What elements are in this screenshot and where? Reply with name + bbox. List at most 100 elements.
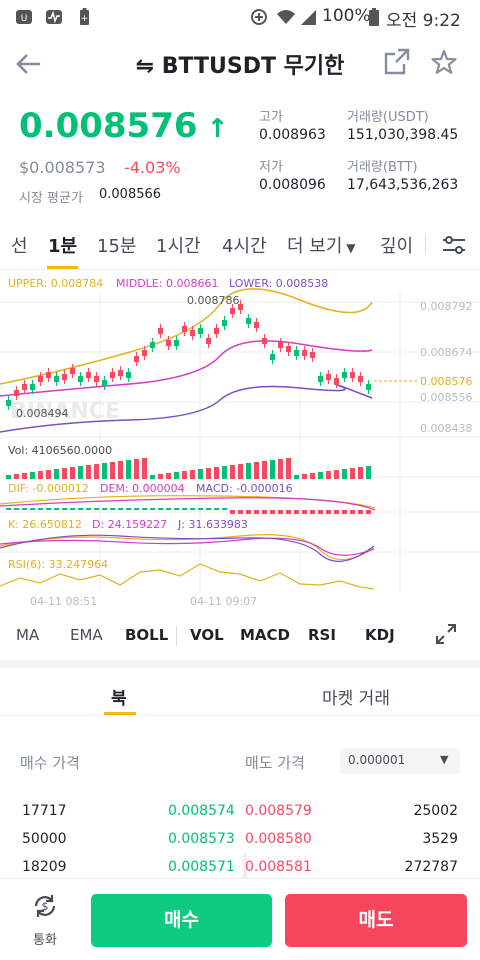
y-axis-label: 0.008556 xyxy=(420,391,473,404)
volume-bar xyxy=(22,473,27,479)
volume-bar xyxy=(350,468,355,479)
indicator-kdj[interactable]: KDJ xyxy=(365,626,395,644)
share-icon[interactable] xyxy=(384,48,410,76)
data-saver-icon xyxy=(251,9,267,25)
tab-1m[interactable]: 1분 xyxy=(48,236,78,257)
volume-bar xyxy=(38,471,43,479)
volume-bar xyxy=(198,469,203,479)
volume-bar xyxy=(310,473,315,479)
tab-15m[interactable]: 15분 xyxy=(97,236,137,257)
volume-bar xyxy=(334,470,339,479)
volume-bar xyxy=(166,473,171,479)
tab-4h[interactable]: 4시간 xyxy=(222,236,267,257)
candle xyxy=(46,372,51,378)
candle xyxy=(110,372,115,378)
orderbook-row[interactable]: 50000 0.008573 0.008580 3529 xyxy=(22,831,458,847)
volume-bar xyxy=(358,467,363,479)
macd-bar xyxy=(54,508,59,510)
mark-price-label: 시장 평균가 xyxy=(19,191,83,206)
battery-icon xyxy=(369,8,379,26)
swap-icon: ⇋ xyxy=(135,54,155,79)
tab-line[interactable]: 선 xyxy=(11,236,28,257)
macd-bar xyxy=(302,510,307,514)
battery-saver-icon: + xyxy=(80,8,89,25)
candle xyxy=(222,320,227,326)
candle xyxy=(134,356,139,362)
indicator-ema[interactable]: EMA xyxy=(70,626,103,644)
macd-bar xyxy=(46,508,51,510)
indicator-boll[interactable]: BOLL xyxy=(125,626,169,644)
orderbook-row[interactable]: 17717 0.008574 0.008579 25002 xyxy=(22,803,458,819)
candle xyxy=(214,328,219,334)
vol-btt-value: 17,643,536,263 xyxy=(347,177,459,193)
indicator-vol[interactable]: VOL xyxy=(190,626,224,644)
boll-lower-label: LOWER: 0.008538 xyxy=(229,277,328,290)
candle xyxy=(14,390,19,396)
vol-usdt-value: 151,030,398.45 xyxy=(347,127,459,143)
indicator-ma[interactable]: MA xyxy=(16,626,40,644)
macd-bar xyxy=(158,508,163,510)
candle xyxy=(86,372,91,378)
macd-bar xyxy=(110,508,115,510)
volume-bar xyxy=(6,475,11,479)
volume-bar xyxy=(246,463,251,479)
convert-button[interactable]: $ 통화 xyxy=(20,891,70,951)
symbol-title[interactable]: ⇋ BTTUSDT 무기한 xyxy=(135,54,345,79)
kline-chart[interactable]: BINANCE UPPER: 0.008784 MIDDLE: 0.008661… xyxy=(0,272,480,612)
fullscreen-icon[interactable] xyxy=(434,622,458,646)
candle xyxy=(126,372,131,378)
macd-dif-label: DIF: -0.000012 xyxy=(8,482,89,495)
tab-1h[interactable]: 1시간 xyxy=(156,236,201,257)
dif-line xyxy=(0,495,376,509)
indicator-divider xyxy=(176,626,177,646)
macd-bar xyxy=(86,508,91,510)
orderbook-row[interactable]: 18209 0.008571 0.008581 272787 xyxy=(0,854,480,882)
tab-market-trades[interactable]: 마켓 거래 xyxy=(322,689,390,709)
macd-bar xyxy=(38,508,43,510)
indicator-macd[interactable]: MACD xyxy=(240,626,290,644)
macd-bar xyxy=(134,508,139,510)
status-bar: U + 100% 오전 9:22 xyxy=(0,0,480,34)
low-label: 저가 xyxy=(259,160,283,175)
tab-orderbook[interactable]: 북 xyxy=(111,689,127,709)
candle xyxy=(102,380,107,386)
macd-bar xyxy=(190,508,195,510)
wifi-icon xyxy=(277,10,295,24)
dem-line xyxy=(0,497,376,511)
orderbook-header: 매수 가격 매도 가격 0.000001 ▼ xyxy=(0,740,480,784)
volume-bar xyxy=(150,475,155,479)
candle xyxy=(22,384,27,390)
volume-bar xyxy=(366,466,371,479)
tab-depth[interactable]: 깊이 xyxy=(380,236,414,257)
depth-bar xyxy=(243,854,247,878)
up-arrow-icon: ↑ xyxy=(197,114,229,144)
candle xyxy=(270,354,275,360)
macd-bar xyxy=(78,508,83,510)
candle xyxy=(366,384,371,390)
macd-bar xyxy=(222,508,227,510)
macd-bar xyxy=(142,508,147,510)
candle xyxy=(294,350,299,356)
sell-button[interactable]: 매도 xyxy=(285,894,467,947)
volume-bar xyxy=(102,463,107,479)
volume-bar xyxy=(302,474,307,479)
precision-select[interactable]: 0.000001 ▼ xyxy=(340,748,460,774)
active-tab-indicator xyxy=(47,266,78,269)
macd-bar xyxy=(70,508,75,510)
tab-more[interactable]: 더 보기 ▼ xyxy=(287,236,356,257)
star-icon[interactable] xyxy=(430,48,458,76)
chart-settings-icon[interactable] xyxy=(441,233,467,257)
volume-label: Vol: 4106560.0000 xyxy=(8,444,112,457)
indicator-rsi[interactable]: RSI xyxy=(308,626,336,644)
macd-bar xyxy=(198,508,203,510)
macd-bar xyxy=(214,508,219,510)
candle xyxy=(358,376,363,382)
macd-bar xyxy=(294,510,299,514)
macd-bar xyxy=(366,510,371,514)
low-marker-label: 0.008494 xyxy=(16,407,69,420)
buy-button[interactable]: 매수 xyxy=(91,894,272,947)
macd-bar xyxy=(230,510,235,514)
back-arrow-icon[interactable] xyxy=(14,50,42,78)
volume-bar xyxy=(94,464,99,479)
app-icon: U xyxy=(16,10,32,24)
